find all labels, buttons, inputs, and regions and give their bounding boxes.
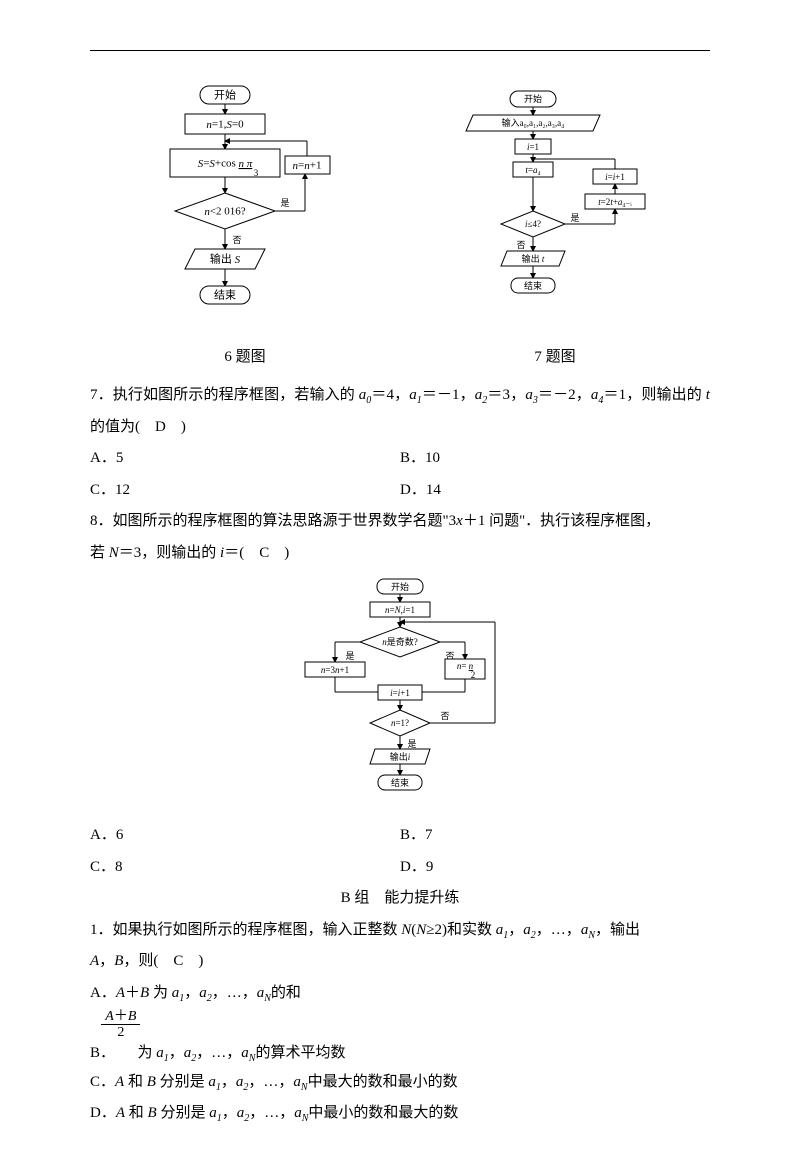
f6-calc: S=S+cos n π <box>198 158 253 170</box>
f8-cond2: n=1? <box>391 718 409 728</box>
f7-end: 结束 <box>524 280 542 291</box>
flowchart-7-svg: 开始 输入a₀,a₁,a₂,a₃,a₄ i=1 t=a₄ i≤4? 是 t=2t… <box>445 81 655 331</box>
flowchart-7: 开始 输入a₀,a₁,a₂,a₃,a₄ i=1 t=a₄ i≤4? 是 t=2t… <box>445 81 655 331</box>
q7-options: A．5 B．10 <box>90 443 710 475</box>
top-rule <box>90 50 710 51</box>
f6-out: 输出 S <box>210 252 241 266</box>
f8-start: 开始 <box>391 581 409 592</box>
q8-text-2: 若 N＝3，则输出的 i＝( C ) <box>90 538 710 570</box>
qB1-optC: C．A 和 B 分别是 a1，a2，…，aN中最大的数和最小的数 <box>90 1067 710 1099</box>
f8-branch-yes: n=3n+1 <box>321 665 349 675</box>
svg-text:2: 2 <box>471 670 476 680</box>
qB1-text-2: A，B，则( C ) <box>90 946 710 978</box>
q8-optA: A．6 <box>90 820 400 852</box>
q7-text: 7．执行如图所示的程序框图，若输入的 a0＝4，a1＝－1，a2＝3，a3＝－2… <box>90 380 710 443</box>
f8-inc: i=i+1 <box>390 688 410 698</box>
f8-yes2: 是 <box>407 739 416 749</box>
f7-init-t: t=a₄ <box>525 165 540 175</box>
f7-out: 输出 t <box>522 253 545 264</box>
q8-optD: D．9 <box>400 852 710 884</box>
qB1-optB: A＋B2 B． 为 a1，a2，…，aN的算术平均数 <box>90 1009 710 1067</box>
section-b-title: B 组 能力提升练 <box>90 883 710 915</box>
caption-7: 7 题图 <box>534 345 575 366</box>
q8-options-2: C．8 D．9 <box>90 852 710 884</box>
f8-yes1: 是 <box>345 651 354 661</box>
q7-optC: C．12 <box>90 475 400 507</box>
f7-input: 输入a₀,a₁,a₂,a₃,a₄ <box>502 117 565 128</box>
f8-no2: 否 <box>440 711 449 721</box>
q8-optC: C．8 <box>90 852 400 884</box>
q8-text-1: 8．如图所示的程序框图的算法思路源于世界数学名题"3x＋1 问题"．执行该程序框… <box>90 506 710 538</box>
f7-start: 开始 <box>524 93 542 104</box>
f6-end: 结束 <box>214 289 236 302</box>
q8-options: A．6 B．7 <box>90 820 710 852</box>
f8-out: 输出i <box>390 751 411 762</box>
flowchart-8-svg: 开始 n=N,i=1 n是奇数? 是 n=3n+1 否 n= n 2 i=i+1… <box>290 577 510 812</box>
svg-text:3: 3 <box>254 168 259 178</box>
flowchart-6: 开始 n=1,S=0 S=S+cos n π 3 n<2 016? 是 n=n+… <box>145 81 335 331</box>
page-container: 开始 n=1,S=0 S=S+cos n π 3 n<2 016? 是 n=n+… <box>0 0 800 1170</box>
qB1-optD: D．A 和 B 分别是 a1，a2，…，aN中最小的数和最大的数 <box>90 1098 710 1130</box>
f7-init-i: i=1 <box>527 142 539 152</box>
q7-options-2: C．12 D．14 <box>90 475 710 507</box>
f6-no: 否 <box>232 235 241 245</box>
f7-yes: 是 <box>570 213 579 223</box>
f6-inc: n=n+1 <box>293 160 322 172</box>
caption-6: 6 题图 <box>224 345 265 366</box>
f6-cond: n<2 016? <box>204 206 245 218</box>
f8-cond1: n是奇数? <box>382 636 418 647</box>
qB1-text-1: 1．如果执行如图所示的程序框图，输入正整数 N(N≥2)和实数 a1，a2，…，… <box>90 915 710 947</box>
f7-no: 否 <box>516 240 525 250</box>
q7-optD: D．14 <box>400 475 710 507</box>
flowchart-6-svg: 开始 n=1,S=0 S=S+cos n π 3 n<2 016? 是 n=n+… <box>145 81 335 331</box>
caption-row: 6 题图 7 题图 <box>90 339 710 380</box>
f6-start: 开始 <box>214 88 236 102</box>
f8-end: 结束 <box>391 777 409 788</box>
q7-optB: B．10 <box>400 443 710 475</box>
flowchart-8-wrap: 开始 n=N,i=1 n是奇数? 是 n=3n+1 否 n= n 2 i=i+1… <box>90 577 710 812</box>
q8-optB: B．7 <box>400 820 710 852</box>
q7-optA: A．5 <box>90 443 400 475</box>
f7-calc: t=2t+a₄₋ᵢ <box>598 197 632 207</box>
f6-init: n=1,S=0 <box>206 119 244 131</box>
f7-inc: i=i+1 <box>605 172 625 182</box>
f7-cond: i≤4? <box>525 219 541 229</box>
f6-yes: 是 <box>280 198 289 208</box>
flowchart-row: 开始 n=1,S=0 S=S+cos n π 3 n<2 016? 是 n=n+… <box>90 81 710 331</box>
qB1-optA: A．A＋B 为 a1，a2，…，aN的和 <box>90 978 710 1010</box>
f8-init: n=N,i=1 <box>385 605 415 615</box>
